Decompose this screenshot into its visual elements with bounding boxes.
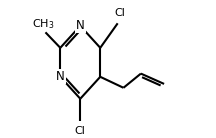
Text: Cl: Cl <box>75 126 86 136</box>
Text: CH$_3$: CH$_3$ <box>32 18 54 31</box>
Text: N: N <box>76 19 85 32</box>
Text: N: N <box>56 70 65 83</box>
Text: Cl: Cl <box>114 8 125 18</box>
